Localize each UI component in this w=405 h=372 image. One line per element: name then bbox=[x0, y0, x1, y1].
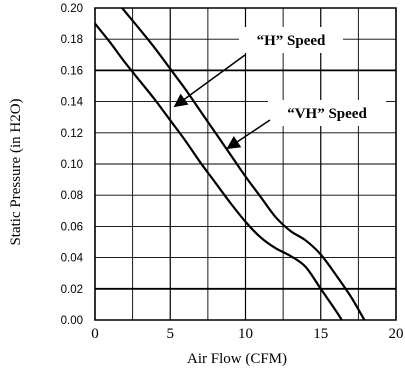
y-tick-label: 0.00 bbox=[61, 315, 83, 327]
annotations: “H” Speed “VH” Speed bbox=[173, 27, 386, 150]
y-tick-label: 0.04 bbox=[61, 253, 84, 265]
x-tick-label: 15 bbox=[313, 326, 328, 342]
y-tick-label: 0.14 bbox=[61, 97, 84, 109]
annotation-background bbox=[239, 27, 343, 53]
x-axis-title: Air Flow (CFM) bbox=[187, 351, 287, 367]
x-tick-label: 20 bbox=[389, 326, 404, 342]
y-tick-label: 0.08 bbox=[61, 190, 83, 202]
x-tick-label: 5 bbox=[167, 326, 175, 342]
series-line-vh-speed bbox=[121, 7, 366, 321]
series-lines bbox=[94, 7, 366, 321]
y-tick-label: 0.02 bbox=[61, 284, 83, 296]
tick-labels: 0.00 0.02 0.04 0.06 0.08 0.10 0.12 0.14 0.16 0.18… bbox=[61, 3, 404, 342]
y-tick-label: 0.06 bbox=[61, 221, 83, 233]
grid bbox=[94, 7, 397, 321]
y-tick-label: 0.18 bbox=[61, 34, 83, 46]
annotation-vh-speed: “VH” Speed bbox=[287, 106, 367, 122]
annotation-h-speed: “H” Speed bbox=[257, 33, 326, 49]
annotation-arrow bbox=[226, 119, 271, 150]
x-tick-label: 10 bbox=[238, 326, 253, 342]
series-line-h-speed bbox=[94, 22, 343, 321]
y-tick-label: 0.10 bbox=[61, 159, 83, 171]
y-axis-title: Static Pressure (in H2O) bbox=[8, 98, 24, 245]
annotation-arrow bbox=[173, 54, 246, 108]
y-tick-label: 0.12 bbox=[61, 128, 83, 140]
y-tick-label: 0.16 bbox=[61, 65, 83, 77]
plot-frame bbox=[94, 7, 397, 321]
annotation-background bbox=[268, 100, 386, 126]
x-tick-label: 0 bbox=[91, 326, 99, 342]
y-tick-label: 0.20 bbox=[61, 3, 83, 15]
